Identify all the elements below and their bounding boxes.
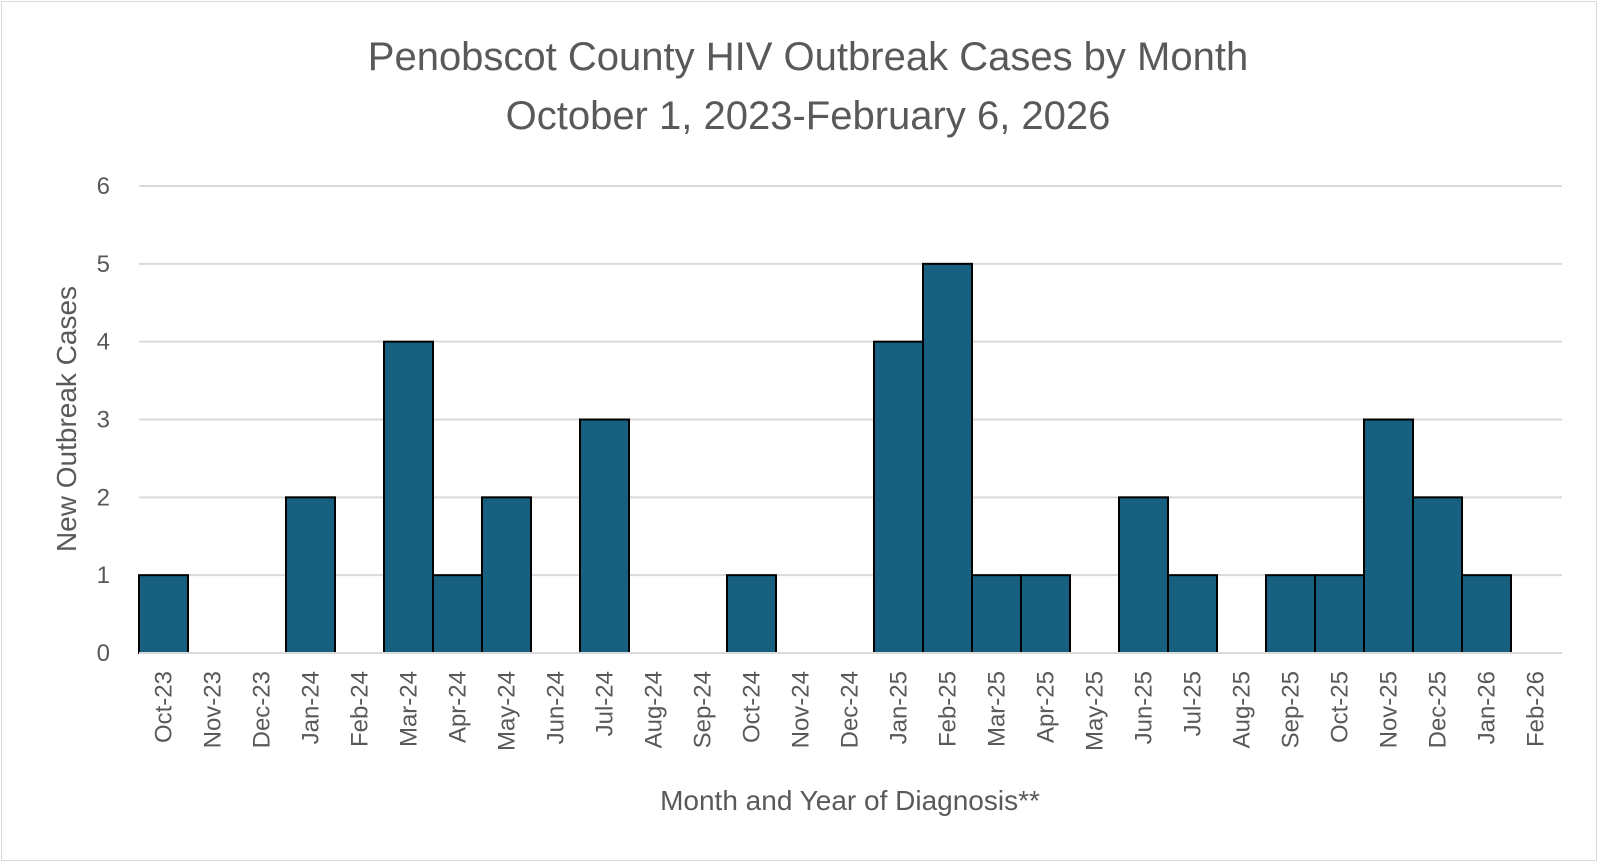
x-tick-label: Aug-24 — [641, 671, 668, 748]
x-tick-label: Sep-24 — [690, 671, 717, 748]
x-tick-label: Oct-25 — [1327, 671, 1354, 743]
x-tick-label: Mar-25 — [984, 671, 1011, 747]
x-tick-label: Jan-25 — [886, 671, 913, 744]
x-tick-label: May-25 — [1082, 671, 1109, 751]
x-tick-label: Oct-23 — [151, 671, 178, 743]
bar-apr-25 — [1020, 574, 1071, 655]
x-tick-label: Jun-25 — [1131, 671, 1158, 744]
x-tick-label: Nov-23 — [200, 671, 227, 748]
y-axis-ticks: 0 1 2 3 4 5 6 — [97, 173, 110, 667]
bar-mar-25 — [971, 574, 1022, 655]
x-tick-label: Dec-23 — [249, 671, 276, 748]
x-tick-label: May-24 — [494, 671, 521, 751]
x-tick-label: Nov-25 — [1376, 671, 1403, 748]
y-axis-label: New Outbreak Cases — [51, 286, 82, 552]
bar-jul-24 — [579, 418, 630, 654]
bar-jan-24 — [285, 496, 336, 655]
x-tick-label: Feb-25 — [935, 671, 962, 747]
x-axis-label: Month and Year of Diagnosis** — [660, 785, 1040, 816]
bar-oct-23 — [138, 574, 189, 655]
y-tick-label: 4 — [97, 329, 110, 356]
bar-nov-25 — [1363, 418, 1414, 654]
bar-may-24 — [481, 496, 532, 655]
bar-oct-24 — [726, 574, 777, 655]
y-tick-label: 3 — [97, 407, 110, 434]
x-tick-label: Oct-24 — [739, 671, 766, 743]
y-tick-label: 0 — [97, 640, 110, 667]
x-tick-label: Mar-24 — [396, 671, 423, 747]
x-tick-label: Dec-24 — [837, 671, 864, 748]
x-tick-label: Jan-26 — [1474, 671, 1501, 744]
y-tick-label: 5 — [97, 251, 110, 278]
bar-mar-24 — [383, 340, 434, 654]
x-tick-label: Feb-26 — [1523, 671, 1550, 747]
x-tick-label: Nov-24 — [788, 671, 815, 748]
x-tick-label: Jun-24 — [543, 671, 570, 744]
chart-subtitle: October 1, 2023-February 6, 2026 — [506, 94, 1111, 138]
bar-jul-25 — [1167, 574, 1218, 655]
x-tick-label: Jul-24 — [592, 671, 619, 736]
bar-jan-25 — [873, 340, 924, 654]
x-tick-label: Aug-25 — [1229, 671, 1256, 748]
x-tick-label: Jan-24 — [298, 671, 325, 744]
bar-apr-24 — [432, 574, 483, 655]
x-tick-label: Apr-25 — [1033, 671, 1060, 743]
gridlines — [139, 185, 1562, 577]
bar-jan-26 — [1461, 574, 1512, 655]
y-tick-label: 2 — [97, 484, 110, 511]
bar-jun-25 — [1118, 496, 1169, 655]
chart-title: Penobscot County HIV Outbreak Cases by M… — [368, 35, 1248, 79]
x-axis-ticks: Oct-23 Nov-23 Dec-23 Jan-24 Feb-24 Mar-24 Apr-… — [151, 671, 1550, 751]
x-tick-label: Sep-25 — [1278, 671, 1305, 748]
y-tick-label: 6 — [97, 173, 110, 200]
bar-sep-25 — [1265, 574, 1316, 655]
x-tick-label: Jul-25 — [1180, 671, 1207, 736]
y-tick-label: 1 — [97, 562, 110, 589]
x-tick-label: Dec-25 — [1425, 671, 1452, 748]
bar-oct-25 — [1314, 574, 1365, 655]
bar-feb-25 — [922, 262, 973, 654]
bars — [138, 262, 1512, 655]
bar-dec-25 — [1412, 496, 1463, 655]
x-tick-label: Feb-24 — [347, 671, 374, 747]
x-tick-label: Apr-24 — [445, 671, 472, 743]
